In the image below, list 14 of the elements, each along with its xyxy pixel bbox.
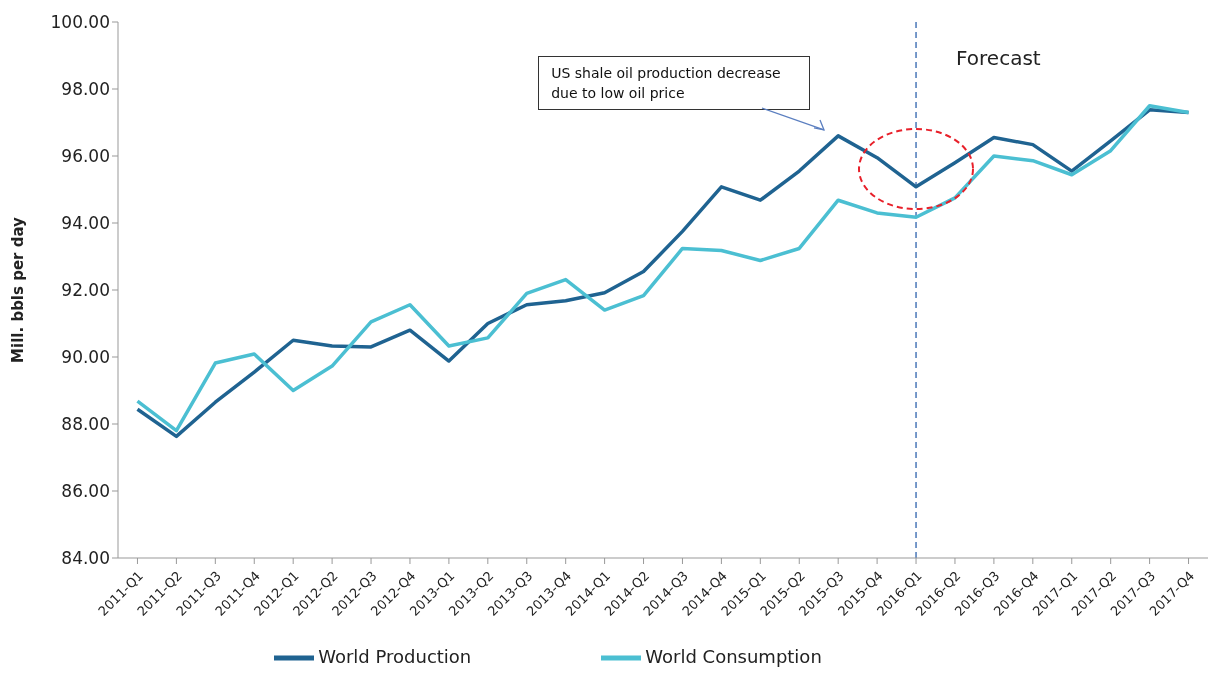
y-tick-label: 84.00 — [61, 548, 110, 569]
annotation: US shale oil production decrease due to low oil price — [538, 56, 811, 110]
y-tick-label: 88.00 — [61, 414, 110, 435]
annotation: Forecast — [956, 46, 1041, 70]
y-tick-label: 86.00 — [61, 481, 110, 502]
y-tick-label: 92.00 — [61, 280, 110, 301]
y-tick-label: 96.00 — [61, 146, 110, 167]
y-tick-label: 90.00 — [61, 347, 110, 368]
y-tick-label: 98.00 — [61, 79, 110, 100]
y-tick-label: 100.00 — [50, 12, 110, 33]
legend-label: World Production — [318, 646, 472, 667]
y-tick-label: 94.00 — [61, 213, 110, 234]
y-axis-title: Mill. bbls per day — [9, 216, 28, 363]
legend-label: World Consumption — [645, 646, 822, 667]
